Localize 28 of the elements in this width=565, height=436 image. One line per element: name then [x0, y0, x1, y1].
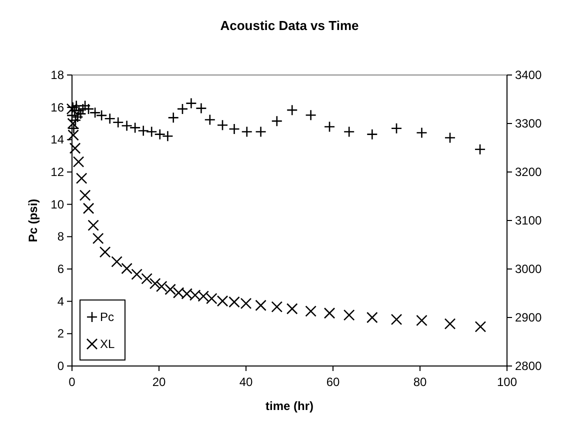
y2-tick-label: 2800 — [515, 359, 542, 373]
y-tick-label: 12 — [50, 165, 64, 179]
y2-tick-label: 2900 — [515, 310, 542, 324]
x-tick-label: 60 — [326, 375, 340, 389]
y-tick-label: 6 — [57, 262, 64, 276]
y-tick-label: 0 — [57, 359, 64, 373]
y2-tick-label: 3300 — [515, 116, 542, 130]
y-tick-label: 10 — [50, 197, 64, 212]
y-tick-label: 18 — [50, 68, 64, 82]
y-tick-label: 2 — [57, 326, 64, 341]
legend-label: Pc — [100, 310, 114, 324]
y2-tick-label: 3400 — [515, 68, 542, 82]
chart-title: Acoustic Data vs Time — [220, 18, 359, 33]
x-tick-label: 80 — [413, 375, 427, 389]
y-tick-label: 16 — [50, 100, 64, 114]
x-axis-title: time (hr) — [266, 399, 314, 413]
y2-tick-label: 3200 — [515, 165, 542, 179]
y-tick-label: 8 — [57, 230, 64, 244]
y2-tick-label: 3000 — [515, 262, 542, 276]
x-tick-label: 100 — [496, 375, 518, 389]
y2-tick-label: 3100 — [515, 214, 542, 228]
legend-label: XL — [100, 337, 116, 351]
y-axis-title: Pc (psi) — [26, 198, 40, 242]
y-tick-label: 4 — [57, 294, 64, 308]
x-tick-label: 0 — [68, 375, 76, 389]
y-tick-label: 14 — [50, 132, 64, 147]
x-tick-label: 40 — [239, 375, 253, 389]
x-tick-label: 20 — [152, 375, 166, 389]
